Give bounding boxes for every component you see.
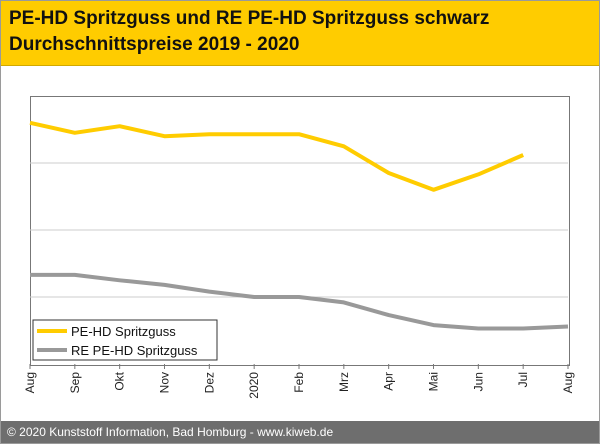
legend-box (32, 319, 218, 361)
x-tick-label: 2020 (247, 372, 261, 399)
legend-label: RE PE-HD Spritzguss (71, 343, 198, 358)
x-tick-label: Jun (471, 372, 485, 391)
series-lines (29, 120, 569, 331)
x-tick-label: Jul (516, 372, 530, 387)
x-tick-label: Mai (427, 372, 441, 391)
series-line-2 (30, 272, 569, 331)
x-tick-label: Feb (292, 372, 306, 393)
gridlines (30, 162, 568, 298)
x-tick-labels: Aug Sep Okt Nov Dez 2020 Feb Mrz Apr Mai Jun Jul Aug (23, 371, 575, 398)
chart-title-line-1: PE-HD Spritzguss und RE PE-HD Spritzguss… (9, 8, 490, 29)
x-tick-label: Sep (68, 372, 82, 394)
copyright-text: © 2020 Kunststoff Information, Bad Hombu… (7, 425, 334, 439)
chart-header: PE-HD Spritzguss und RE PE-HD Spritzguss… (1, 1, 599, 66)
x-tick-label: Mrz (337, 372, 351, 392)
x-tick-label: Apr (382, 372, 396, 391)
footer-bar: © 2020 Kunststoff Information, Bad Hombu… (1, 421, 599, 443)
x-tick-label: Aug (23, 372, 37, 393)
x-tick-label: Dez (202, 372, 216, 393)
x-tick-label: Aug (561, 372, 575, 393)
x-tick-label: Okt (113, 371, 127, 390)
x-tick-label: Nov (158, 372, 172, 393)
legend: PE-HD Spritzguss RE PE-HD Spritzguss (32, 319, 218, 361)
chart-title-line-2: Durchschnittspreise 2019 - 2020 (9, 34, 300, 55)
series-line-1 (29, 120, 524, 192)
x-ticks (29, 364, 569, 369)
legend-label: PE-HD Spritzguss (71, 324, 176, 339)
